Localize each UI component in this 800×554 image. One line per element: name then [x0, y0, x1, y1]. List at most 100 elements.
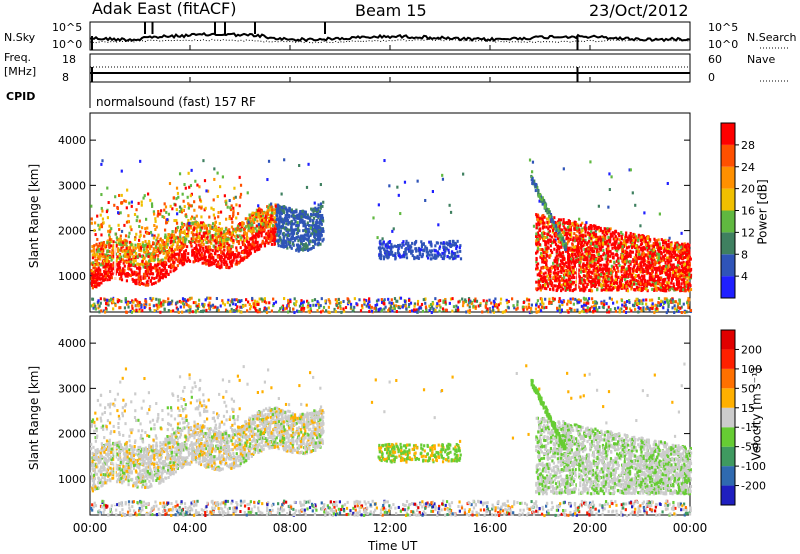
power-echo-cell [377, 246, 381, 250]
power-echo-cell [560, 228, 563, 232]
power-echo-cell [200, 206, 203, 210]
power-echo-cell [187, 228, 190, 232]
power-echo-cell [515, 307, 518, 311]
power-echo-cell [163, 215, 166, 219]
power-echo-cell [413, 255, 416, 259]
power-echo-cell [211, 222, 215, 226]
power-echo-cell [428, 304, 431, 308]
power-echo-cell [409, 249, 412, 253]
power-echo-cell [318, 237, 321, 241]
power-echo-cell [311, 232, 314, 236]
power-echo-cell [292, 307, 295, 311]
power-echo-cell [156, 271, 159, 275]
power-echo-cell [172, 242, 175, 246]
power-echo-cell [277, 241, 280, 245]
power-echo-cell [307, 235, 310, 239]
power-echo-cell [237, 309, 240, 313]
power-echo-cell [535, 260, 538, 264]
power-echo-cell [101, 275, 104, 279]
power-echo-cell [249, 307, 252, 311]
power-echo-cell [204, 206, 207, 210]
power-echo-cell [218, 253, 221, 257]
power-echo-cell [293, 222, 296, 226]
power-echo-cell [217, 227, 220, 231]
power-echo-cell [220, 250, 223, 254]
power-echo-cell [239, 255, 242, 259]
power-echo-cell [590, 285, 593, 289]
power-echo-cell [313, 209, 316, 213]
power-echo-cell [387, 309, 390, 313]
power-echo-cell [195, 250, 198, 254]
power-echo-cell [612, 301, 615, 305]
power-echo-cell [163, 208, 166, 212]
power-echo-cell [441, 307, 445, 311]
xtick-label: 00:00 [673, 521, 708, 535]
power-echo-cell [303, 228, 307, 232]
power-echo-cell [594, 235, 597, 239]
power-echo-cell [444, 308, 448, 312]
power-echo-cell [231, 214, 235, 218]
power-echo-cell [199, 226, 202, 230]
power-echo-cell [190, 244, 193, 248]
power-echo-cell [415, 249, 418, 253]
power-echo-cell [295, 243, 299, 247]
power-echo-cell [246, 255, 249, 259]
power-echo-cell [288, 241, 292, 245]
power-echo-cell [134, 298, 137, 302]
power-echo-cell [324, 309, 328, 313]
power-echo-cell [168, 233, 172, 237]
power-echo-cell [539, 309, 543, 313]
power-echo-cell [271, 239, 274, 243]
power-echo-cell [632, 265, 636, 269]
power-echo-cell [340, 310, 343, 314]
power-echo-cell [296, 224, 299, 228]
power-echo-cell [444, 297, 447, 301]
power-echo-cell [145, 247, 148, 251]
power-echo-cell [149, 230, 153, 234]
power-echo-cell [99, 301, 102, 305]
power-echo-cell [137, 272, 140, 276]
power-echo-cell [377, 203, 380, 207]
power-echo-cell [339, 306, 342, 310]
power-echo-cell [315, 221, 318, 225]
power-echo-cell [309, 234, 312, 238]
power-echo-cell [100, 242, 103, 246]
power-echo-cell [320, 228, 323, 232]
power-echo-cell [112, 240, 115, 244]
power-echo-cell [307, 224, 311, 228]
power-echo-cell [160, 209, 163, 213]
power-echo-cell [642, 254, 645, 258]
power-echo-cell [275, 239, 278, 243]
power-echo-cell [181, 263, 184, 267]
power-echo-cell [282, 307, 285, 311]
power-echo-cell [123, 259, 126, 263]
power-echo-cell [302, 213, 305, 217]
power-echo-cell [205, 236, 208, 240]
power-echo-cell [221, 251, 224, 255]
power-echo-cell [241, 258, 244, 262]
power-echo-cell [218, 238, 221, 242]
power-echo-cell [450, 244, 453, 248]
power-echo-cell [167, 265, 171, 269]
power-echo-cell [139, 245, 142, 249]
power-echo-cell [263, 307, 266, 311]
power-echo-cell [261, 211, 264, 215]
power-echo-cell [170, 233, 173, 237]
power-echo-cell [133, 249, 136, 253]
power-echo-cell [593, 300, 596, 304]
power-echo-cell [609, 227, 612, 231]
power-echo-cell [271, 224, 275, 228]
power-echo-cell [97, 244, 100, 248]
power-echo-cell [416, 254, 419, 258]
power-echo-cell [656, 304, 659, 308]
power-echo-cell [243, 248, 246, 252]
power-echo-cell [634, 299, 637, 303]
power-echo-cell [313, 201, 316, 205]
power-echo-cell [501, 310, 504, 314]
power-echo-cell [642, 298, 645, 302]
xlabel: Time UT [368, 539, 418, 553]
power-echo-cell [443, 253, 446, 257]
power-echo-cell [546, 266, 549, 270]
power-echo-cell [639, 270, 642, 274]
power-echo-cell [138, 246, 141, 250]
